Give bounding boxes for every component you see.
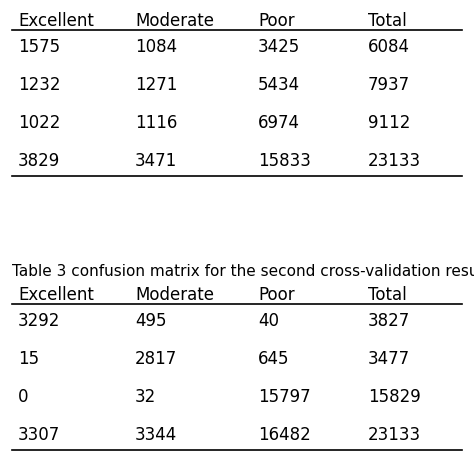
Text: 6974: 6974 [258, 114, 300, 132]
Text: Moderate: Moderate [135, 12, 214, 30]
Text: 23133: 23133 [368, 426, 421, 444]
Text: 1575: 1575 [18, 38, 60, 56]
Text: 1271: 1271 [135, 76, 177, 94]
Text: 3307: 3307 [18, 426, 60, 444]
Text: 23133: 23133 [368, 152, 421, 170]
Text: 7937: 7937 [368, 76, 410, 94]
Text: Excellent: Excellent [18, 12, 94, 30]
Text: 32: 32 [135, 388, 156, 406]
Text: 0: 0 [18, 388, 28, 406]
Text: 1022: 1022 [18, 114, 60, 132]
Text: 3425: 3425 [258, 38, 300, 56]
Text: 495: 495 [135, 312, 166, 330]
Text: 1232: 1232 [18, 76, 61, 94]
Text: 9112: 9112 [368, 114, 410, 132]
Text: 1116: 1116 [135, 114, 177, 132]
Text: 6084: 6084 [368, 38, 410, 56]
Text: Excellent: Excellent [18, 286, 94, 304]
Text: 1084: 1084 [135, 38, 177, 56]
Text: 3827: 3827 [368, 312, 410, 330]
Text: 15833: 15833 [258, 152, 311, 170]
Text: 5434: 5434 [258, 76, 300, 94]
Text: 2817: 2817 [135, 350, 177, 368]
Text: 16482: 16482 [258, 426, 311, 444]
Text: 15829: 15829 [368, 388, 421, 406]
Text: Moderate: Moderate [135, 286, 214, 304]
Text: 3292: 3292 [18, 312, 60, 330]
Text: 3829: 3829 [18, 152, 60, 170]
Text: Total: Total [368, 286, 407, 304]
Text: 3477: 3477 [368, 350, 410, 368]
Text: 3471: 3471 [135, 152, 177, 170]
Text: 645: 645 [258, 350, 290, 368]
Text: Total: Total [368, 12, 407, 30]
Text: Poor: Poor [258, 286, 295, 304]
Text: Poor: Poor [258, 12, 295, 30]
Text: 40: 40 [258, 312, 279, 330]
Text: 3344: 3344 [135, 426, 177, 444]
Text: 15797: 15797 [258, 388, 310, 406]
Text: Table 3 confusion matrix for the second cross-validation results: Table 3 confusion matrix for the second … [12, 264, 474, 279]
Text: 15: 15 [18, 350, 39, 368]
